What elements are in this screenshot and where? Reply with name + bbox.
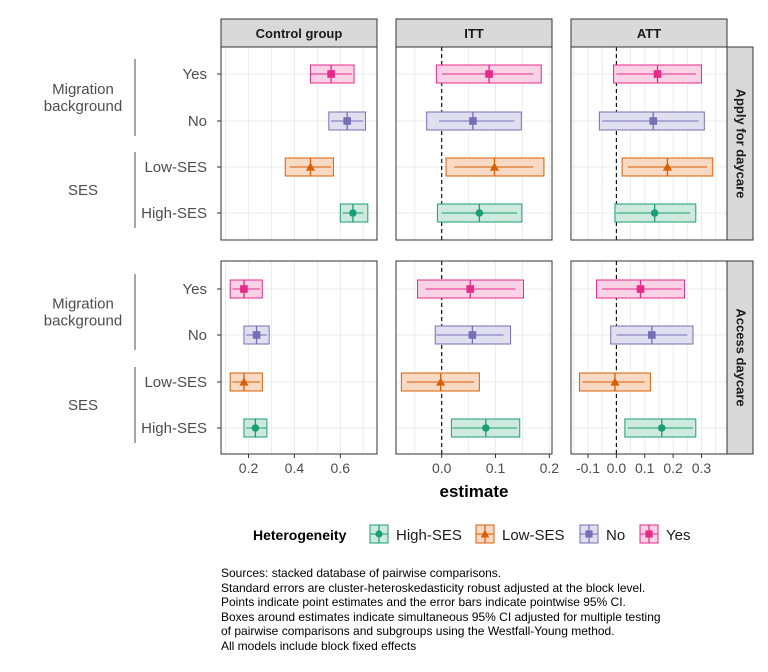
x-axis-tick-label: 0.3 [692,460,712,476]
legend-entry-label: High-SES [396,527,462,544]
x-axis-tick-label: 0.2 [663,460,683,476]
point-estimate-marker [653,70,662,78]
y-group-label: background [44,313,122,330]
y-axis-category-label: High-SES [141,205,207,222]
x-axis-tick-label: -0.1 [576,460,600,476]
panel-border [395,46,553,241]
panel-border [395,260,553,455]
point-estimate-marker [662,162,672,171]
y-axis-category-label: No [188,327,207,344]
forest-plot-chart: Control group ITT ATT Apply for daycare Acce… [44,18,754,544]
legend-key-marker [375,530,383,538]
footnote-line: of pairwise comparisons and subgroups us… [221,624,615,639]
facet-strip-column [220,18,378,48]
point-estimate-marker [475,209,484,217]
point-estimate-marker [349,209,357,217]
facet-strip-row-label: Access daycare [734,308,749,406]
x-axis-tick-label: 0.0 [607,460,627,476]
point-estimate-marker [239,377,249,386]
footnote-line: All models include block fixed effects [221,638,417,653]
facet-strip-row [726,46,754,241]
footnote: Sources: stacked database of pairwise co… [221,566,661,654]
footnote-line: Points indicate point estimates and the … [221,595,626,610]
point-estimate-marker [485,70,493,78]
point-estimate-marker [657,424,666,432]
point-estimate-marker [469,117,477,125]
x-axis-tick-label: 0.2 [239,460,259,476]
legend-key-marker [480,529,490,538]
point-estimate-marker [240,285,248,293]
legend-title: Heterogeneity [253,527,347,543]
facet-strip-column [570,18,728,48]
point-estimate-marker [252,331,261,339]
panel-border [570,46,728,241]
panel-border [220,260,378,455]
legend-entry-label: No [606,527,625,544]
y-group-label: Migration [52,81,114,98]
x-axis-tick-label: 0.4 [285,460,305,476]
legend-key-marker [585,530,593,538]
y-axis-category-label: Yes [183,281,207,298]
y-axis-category-label: Low-SES [144,159,207,176]
point-estimate-marker [436,377,446,386]
panel-border [220,46,378,241]
facet-strip-column-label: ITT [464,26,484,41]
point-estimate-marker [610,377,620,386]
y-group-label: Migration [52,296,114,313]
point-estimate-marker [305,162,316,171]
footnote-line: Boxes around estimates indicate simultan… [221,609,661,624]
x-axis-tick-label: 0.1 [486,460,506,476]
point-estimate-marker [343,117,351,125]
facet-strip-column-label: ATT [637,26,661,41]
x-axis-title: estimate [440,482,509,501]
point-estimate-marker [489,162,500,171]
y-group-label: SES [68,397,98,414]
y-axis-category-label: Yes [183,66,207,83]
point-estimate-marker [648,331,656,339]
point-estimate-marker [466,285,475,293]
x-axis-tick-label: 0.0 [432,460,452,476]
y-axis-category-label: Low-SES [144,374,207,391]
legend-entry-label: Yes [666,527,690,544]
legend-entry-label: Low-SES [502,527,565,544]
facet-strip-row [726,260,754,455]
point-estimate-marker [468,331,477,339]
x-axis-tick-label: 0.1 [635,460,655,476]
footnote-line: Sources: stacked database of pairwise co… [221,566,502,580]
footnote-line: Standard errors are cluster-heteroskedas… [221,580,646,595]
y-group-label: background [44,98,122,115]
point-estimate-marker [649,117,658,125]
facet-strip-column [395,18,553,48]
point-estimate-marker [327,70,335,78]
point-estimate-marker [636,285,645,293]
x-axis-tick-label: 0.2 [540,460,560,476]
y-axis-category-label: High-SES [141,420,207,437]
y-axis-category-label: No [188,113,207,130]
point-estimate-marker [482,424,490,432]
facet-strip-row-label: Apply for daycare [734,89,749,199]
point-estimate-marker [650,209,659,217]
legend-key-marker [645,530,653,538]
point-estimate-marker [251,424,260,432]
facet-strip-column-label: Control group [256,26,343,41]
y-group-label: SES [68,182,98,199]
x-axis-tick-label: 0.6 [331,460,351,476]
panel-border [570,260,728,455]
